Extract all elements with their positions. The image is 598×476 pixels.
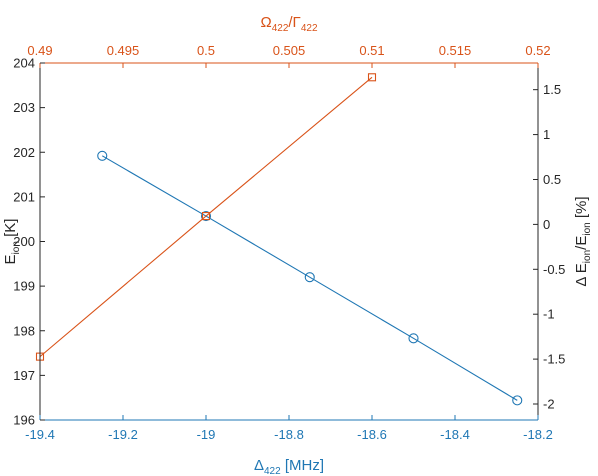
right-tick-label: 0 — [543, 217, 550, 232]
orange-series-line — [39, 76, 373, 358]
left-tick-label: 202 — [13, 145, 35, 160]
bottom-tick-label: -19.4 — [25, 427, 55, 442]
right-tick-label: -1 — [543, 307, 555, 322]
left-axis-title: Eion [K] — [2, 219, 22, 265]
right-tick-label: 1 — [543, 127, 550, 142]
axes-layer — [39, 62, 539, 421]
blue-circle-marker — [512, 395, 523, 406]
top-tick-label: 0.5 — [197, 43, 215, 58]
left-tick-label: 203 — [13, 100, 35, 115]
series-layer — [35, 73, 523, 406]
labels-layer: -19.4 -19.2 -19 -18.8 -18.6 -18.4 -18.2 0.49 0.4… — [2, 14, 593, 476]
right-tick-label: -1.5 — [543, 352, 565, 367]
blue-circle-marker — [97, 150, 108, 161]
orange-square-marker — [201, 212, 211, 221]
top-tick-label: 0.515 — [439, 43, 472, 58]
top-tick-label: 0.495 — [107, 43, 140, 58]
blue-circle-marker — [408, 333, 419, 344]
bottom-tick-label: -18.8 — [274, 427, 304, 442]
top-axis-title: Ω422/Γ422 — [260, 14, 317, 34]
left-tick-label: 199 — [13, 279, 35, 294]
left-tick-label: 201 — [13, 189, 35, 204]
bottom-tick-label: -18.4 — [440, 427, 470, 442]
blue-series-line — [101, 155, 518, 401]
left-tick-label: 204 — [13, 56, 35, 71]
left-tick-label: 200 — [13, 234, 35, 249]
bottom-tick-label: -18.6 — [357, 427, 387, 442]
right-tick-label: 1.5 — [543, 82, 561, 97]
top-tick-label: 0.505 — [273, 43, 306, 58]
right-tick-label: -2 — [543, 397, 555, 412]
bottom-tick-label: -19.2 — [108, 427, 138, 442]
left-tick-label: 198 — [13, 323, 35, 338]
bottom-tick-label: -19 — [197, 427, 216, 442]
right-axis-title: Δ Eion/Eion [%] — [573, 196, 593, 286]
top-tick-label: 0.49 — [27, 43, 52, 58]
orange-square-marker — [367, 73, 377, 82]
left-tick-label: 197 — [13, 368, 35, 383]
top-tick-label: 0.51 — [359, 43, 384, 58]
bottom-tick-label: -18.2 — [523, 427, 553, 442]
left-tick-label: 196 — [13, 413, 35, 428]
right-tick-label: -0.5 — [543, 262, 565, 277]
top-tick-label: 0.52 — [525, 43, 550, 58]
bottom-axis-title: Δ422 [MHz] — [254, 457, 324, 476]
right-tick-label: 0.5 — [543, 172, 561, 187]
blue-circle-marker — [200, 211, 212, 222]
blue-circle-marker — [304, 272, 315, 283]
